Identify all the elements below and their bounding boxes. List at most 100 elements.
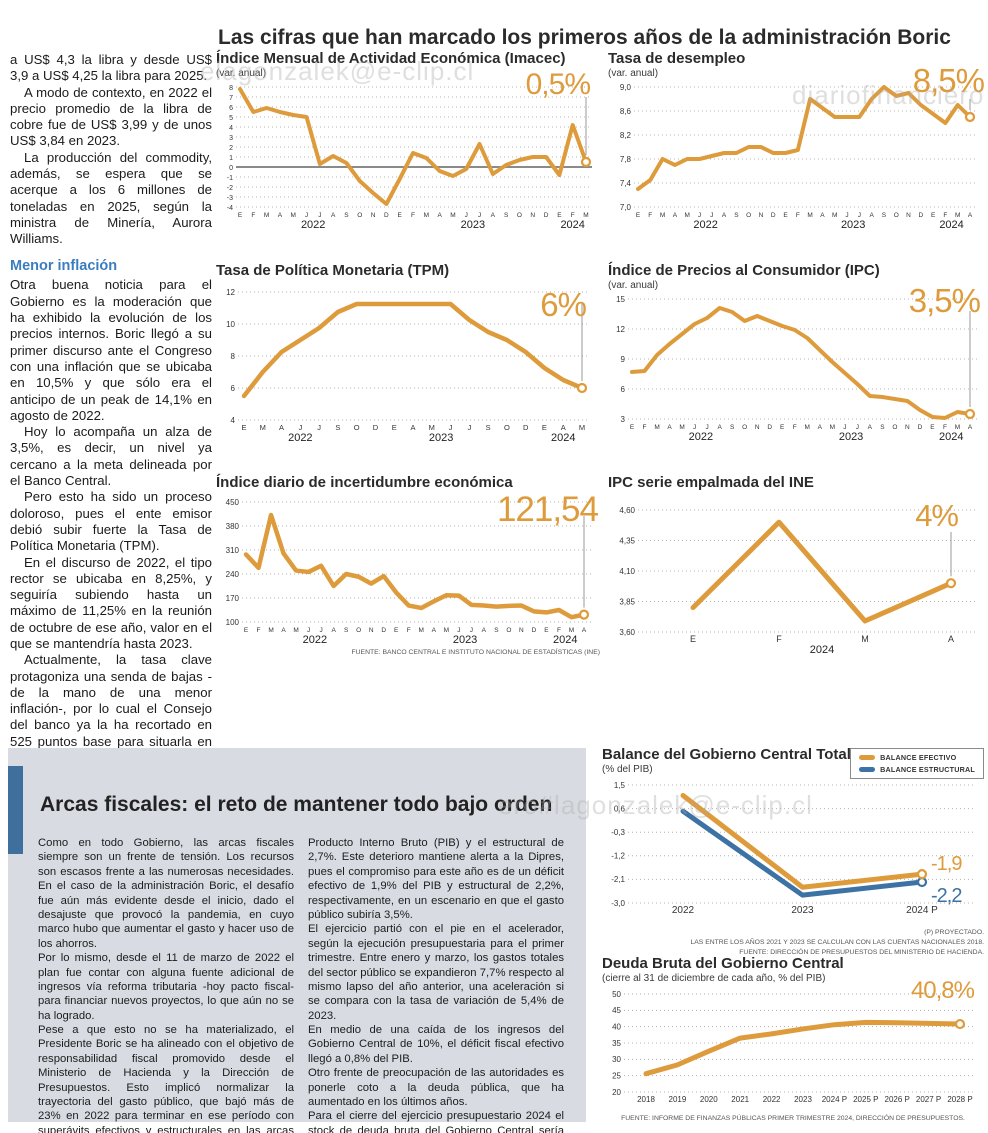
svg-text:O: O: [354, 423, 360, 432]
svg-text:-2: -2: [227, 185, 233, 192]
svg-text:O: O: [892, 424, 897, 431]
svg-text:E: E: [542, 423, 547, 432]
svg-text:J: J: [467, 423, 471, 432]
svg-text:M: M: [424, 212, 429, 219]
svg-text:0: 0: [229, 165, 233, 172]
svg-text:2023: 2023: [453, 634, 477, 646]
svg-text:30: 30: [612, 1055, 621, 1064]
svg-text:F: F: [793, 424, 797, 431]
svg-text:2023: 2023: [791, 905, 814, 916]
svg-text:0,6: 0,6: [614, 804, 626, 813]
legend-label: BALANCE ESTRUCTURAL: [880, 765, 975, 774]
svg-text:F: F: [257, 627, 261, 634]
svg-text:F: F: [571, 212, 575, 219]
svg-text:E: E: [244, 627, 249, 634]
svg-text:1: 1: [229, 155, 233, 162]
svg-text:8: 8: [231, 352, 236, 361]
svg-text:20: 20: [612, 1088, 621, 1097]
svg-text:D: D: [532, 627, 537, 634]
svg-text:2022: 2022: [672, 905, 695, 916]
svg-text:10: 10: [226, 320, 235, 329]
svg-text:M: M: [807, 212, 812, 219]
svg-text:2023: 2023: [794, 1095, 812, 1104]
svg-text:J: J: [317, 423, 321, 432]
svg-text:380: 380: [226, 522, 240, 531]
article-paragraph: Pero esto ha sido un proceso doloroso, p…: [10, 489, 212, 554]
svg-text:A: A: [820, 212, 825, 219]
svg-text:O: O: [357, 212, 362, 219]
svg-text:2022: 2022: [288, 432, 312, 444]
panel-paragraph: Otro frente de preocupación de las autor…: [308, 1067, 564, 1109]
svg-text:E: E: [690, 634, 696, 644]
svg-text:E: E: [930, 424, 935, 431]
svg-text:4,35: 4,35: [619, 536, 635, 545]
svg-text:8,6: 8,6: [620, 107, 632, 116]
panel-paragraph: Producto Interno Bruto (PIB) y el estruc…: [308, 837, 564, 921]
svg-text:2025 P: 2025 P: [853, 1095, 878, 1104]
svg-text:A: A: [278, 212, 283, 219]
svg-text:45: 45: [612, 1006, 621, 1015]
svg-text:A: A: [717, 424, 722, 431]
svg-text:2024: 2024: [810, 644, 834, 656]
svg-text:F: F: [251, 212, 255, 219]
svg-text:D: D: [918, 212, 923, 219]
svg-text:240: 240: [226, 570, 240, 579]
chart-title: Balance del Gobierno Central Total: [602, 746, 851, 763]
svg-text:J: J: [705, 424, 708, 431]
svg-text:2028 P: 2028 P: [947, 1095, 972, 1104]
svg-text:F: F: [643, 424, 647, 431]
svg-text:E: E: [636, 212, 641, 219]
svg-text:A: A: [437, 212, 442, 219]
ipc-ine-line-chart: 4,60 4,35 4,10 3,85 3,60 E F M A 2024: [619, 506, 976, 656]
chart-legend: BALANCE EFECTIVO BALANCE ESTRUCTURAL: [850, 748, 984, 779]
svg-text:A: A: [868, 424, 873, 431]
svg-text:2024: 2024: [551, 432, 575, 444]
svg-text:M: M: [679, 424, 684, 431]
svg-text:J: J: [698, 212, 701, 219]
chart-source: FUENTE: INFORME DE FINANZAS PÚBLICAS PRI…: [621, 1115, 965, 1122]
svg-text:-3: -3: [227, 195, 233, 202]
svg-text:N: N: [519, 627, 524, 634]
svg-text:M: M: [419, 627, 424, 634]
svg-text:J: J: [449, 423, 453, 432]
article-paragraph: A modo de contexto, en 2022 el precio pr…: [10, 84, 212, 149]
svg-text:O: O: [746, 212, 751, 219]
svg-text:N: N: [755, 424, 760, 431]
svg-text:25: 25: [612, 1071, 621, 1080]
svg-text:4,10: 4,10: [619, 567, 635, 576]
svg-text:F: F: [776, 634, 782, 644]
svg-text:J: J: [843, 424, 846, 431]
orange-legend-swatch-icon: [859, 755, 876, 760]
svg-text:J: J: [457, 627, 460, 634]
chart-note-projected: (P) PROYECTADO.: [924, 929, 984, 936]
svg-text:2022: 2022: [689, 431, 713, 443]
svg-text:5: 5: [229, 115, 233, 122]
svg-text:7,4: 7,4: [620, 179, 632, 188]
svg-text:O: O: [894, 212, 899, 219]
legend-label: BALANCE EFECTIVO: [880, 753, 957, 762]
svg-text:A: A: [818, 424, 823, 431]
svg-text:E: E: [544, 627, 549, 634]
svg-text:D: D: [771, 212, 776, 219]
svg-text:2022: 2022: [303, 634, 327, 646]
svg-text:7: 7: [229, 95, 233, 102]
svg-text:E: E: [392, 423, 397, 432]
chart-incertidumbre: Índice diario de incertidumbre económica…: [216, 474, 600, 656]
chart-deuda: Deuda Bruta del Gobierno Central (cierre…: [602, 955, 984, 1122]
chart-value-label: 40,8%: [910, 977, 975, 1004]
svg-text:D: D: [918, 424, 923, 431]
svg-text:8,2: 8,2: [620, 131, 632, 140]
svg-text:2021: 2021: [731, 1095, 749, 1104]
svg-text:O: O: [742, 424, 747, 431]
panel-columns: Como en todo Gobierno, las arcas fiscale…: [38, 836, 564, 1133]
article-paragraph: En el discurso de 2022, el tipo rector s…: [10, 554, 212, 651]
svg-text:S: S: [486, 423, 491, 432]
svg-text:D: D: [767, 424, 772, 431]
svg-text:6: 6: [231, 384, 236, 393]
svg-text:3,85: 3,85: [619, 597, 635, 606]
svg-text:3: 3: [229, 135, 233, 142]
svg-text:M: M: [293, 627, 298, 634]
panel-paragraph: Por lo mismo, desde el 11 de marzo de 20…: [38, 952, 294, 1022]
